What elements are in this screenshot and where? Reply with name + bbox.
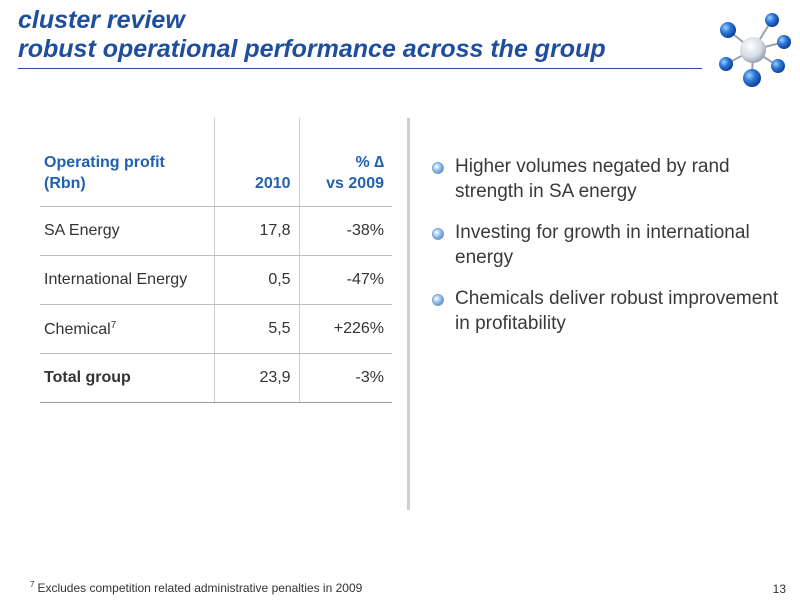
row-value-2010: 23,9 [213,353,300,403]
table-row-total: Total group 23,9 -3% [40,353,392,403]
header-change-vs-2009: % ∆ vs 2009 [298,118,392,207]
footnote-marker: 7 [30,580,35,589]
bullet-dot-icon [432,294,444,306]
bullet-dot-icon [432,162,444,174]
table-header-row: Operating profit (Rbn) 2010 % ∆ vs 2009 [40,118,392,207]
row-value-2010: 0,5 [213,255,300,305]
row-label: Chemical7 [40,304,215,354]
title-line-2: robust operational performance across th… [18,35,606,63]
row-label: International Energy [40,255,215,305]
header-2010: 2010 [213,118,300,207]
row-value-2010: 17,8 [213,206,300,256]
bullet-item: Investing for growth in international en… [432,220,782,270]
row-change: -38% [298,206,392,256]
footnote-marker: 7 [110,319,117,331]
footnote: 7 Excludes competition related administra… [30,580,362,595]
row-label: SA Energy [40,206,215,256]
row-value-2010: 5,5 [213,304,300,354]
row-label: Total group [40,353,215,403]
bullet-item: Higher volumes negated by rand strength … [432,154,782,204]
operating-profit-table: Operating profit (Rbn) 2010 % ∆ vs 2009 … [40,118,392,403]
page-number: 13 [772,582,786,596]
molecule-logo-icon [712,8,794,90]
bullet-list: Higher volumes negated by rand strength … [432,154,782,352]
footnote-text: Excludes competition related administrat… [37,581,363,595]
column-divider [407,118,410,510]
title-line-1: cluster review [18,6,185,34]
bullet-item: Chemicals deliver robust improvement in … [432,286,782,336]
row-change: -3% [298,353,392,403]
title-underline [18,68,702,69]
row-change: -47% [298,255,392,305]
bullet-dot-icon [432,228,444,240]
table-row: Chemical7 5,5 +226% [40,304,392,354]
slide-title: cluster review robust operational perfor… [18,6,698,64]
table-row: International Energy 0,5 -47% [40,255,392,305]
table-row: SA Energy 17,8 -38% [40,206,392,256]
header-operating-profit: Operating profit (Rbn) [40,118,215,207]
row-change: +226% [298,304,392,354]
